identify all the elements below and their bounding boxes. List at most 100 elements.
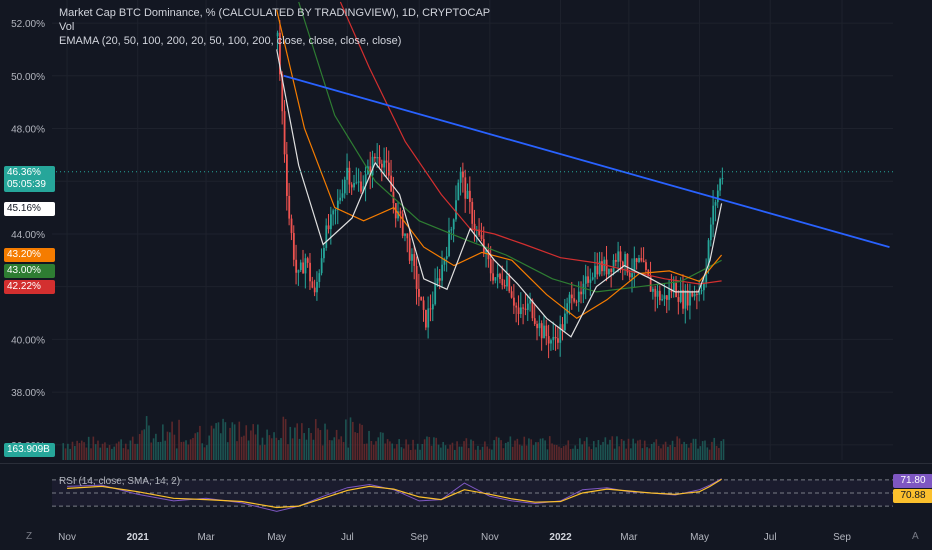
rsi-pane[interactable] [0,468,932,518]
rsi-legend[interactable]: RSI (14, close, SMA, 14, 2) [59,476,181,487]
candle-body [288,195,291,219]
volume-bar [111,448,113,460]
last-price-label: 46.36% [7,167,41,178]
candle-body [624,254,627,267]
candle-body [279,32,281,75]
volume-bar [412,439,414,460]
volume-bar [284,419,287,460]
volume-bar [449,444,451,460]
candle-body [364,174,367,187]
time-axis[interactable]: Nov 2021 Mar May Jul Sep Nov 2022 Mar May Jul Sep [0,522,932,550]
volume-bar [349,417,352,460]
volume-bar [583,441,586,460]
candle-body [401,213,404,236]
candle-body [538,323,541,329]
candle-body [705,268,708,284]
volume-bar [321,445,324,460]
volume-bar [491,449,493,460]
volume-bar [182,441,185,460]
candle-body [552,336,555,341]
candle-body [689,291,691,306]
volume-bar [565,445,567,460]
volume-bar [372,444,375,460]
candle-body [545,325,548,337]
legend-emama[interactable]: EMAMA (20, 50, 100, 200, 20, 50, 100, 20… [59,35,402,47]
volume-bar [240,436,243,460]
volume-bar [630,448,632,460]
candle-body [436,278,439,284]
volume-bar [674,446,676,460]
candle-body [659,290,661,301]
volume-bar [421,443,424,460]
volume-bar [113,446,115,460]
volume-bar [511,446,514,460]
candle-body [573,298,576,302]
candle-body [594,265,596,278]
candle-body [612,259,615,273]
auto-scale-button[interactable]: A [912,531,919,542]
y-tick-label: 38.00% [11,388,45,399]
volume-bar [662,444,665,460]
volume-bar [345,419,347,460]
volume-bar [145,416,148,460]
volume-bar [226,442,229,460]
volume-bar [171,421,173,460]
candle-body [605,259,608,275]
candle-body [334,209,337,211]
price-chart[interactable]: 52.00%50.00%48.00%46.00%44.00%42.00%40.0… [0,0,932,460]
volume-bar [356,433,359,460]
volume-bar [261,437,264,460]
volume-bar [528,438,530,460]
volume-bar [646,447,648,460]
x-tick-label: Mar [197,532,215,543]
volume-bar [224,422,227,460]
candle-body [654,288,657,297]
volume-bar [437,444,440,460]
volume-bar [127,449,129,460]
zoom-reset-button[interactable]: Z [26,531,33,542]
volume-bar [305,439,308,460]
volume-bar [294,427,296,460]
candle-body [529,300,532,304]
candle-body [617,251,620,262]
volume-bar [201,443,204,460]
candle-body [712,205,715,225]
volume-bar [87,436,90,460]
legend-volume[interactable]: Vol [59,21,75,33]
candle-body [709,224,712,241]
volume-bar [567,440,570,460]
volume-bar [178,419,180,460]
candle-body [691,291,694,297]
candle-body [397,211,400,219]
candle-body [492,273,494,281]
pane-separator[interactable] [0,463,932,464]
volume-bar [289,426,292,460]
volume-bar [254,434,257,460]
candle-body [341,193,344,198]
candle-body [716,190,719,203]
volume-bar [590,449,593,460]
candle-body [721,178,724,180]
candle-body [455,200,457,220]
volume-bar [442,441,444,460]
x-tick-label: May [267,532,286,543]
candle-body [385,160,388,163]
volume-bar [676,436,678,460]
volume-bar [569,449,572,460]
candle-body [526,303,529,310]
x-tick-label: Jul [764,532,777,543]
candle-body [448,230,450,257]
volume-tag: 163.909B [4,443,55,457]
candle-body [387,162,390,176]
volume-bar [660,448,662,460]
symbol-title[interactable]: Market Cap BTC Dominance, % (CALCULATED … [59,7,491,19]
volume-bar [263,444,266,460]
volume-bar [266,429,268,460]
volume-bar [194,433,197,460]
candle-body [668,289,671,300]
rsi-sma-line [67,478,722,509]
volume-bar [416,443,419,460]
candle-body [494,277,497,281]
volume-bar [210,425,213,460]
volume-bar [530,439,533,460]
